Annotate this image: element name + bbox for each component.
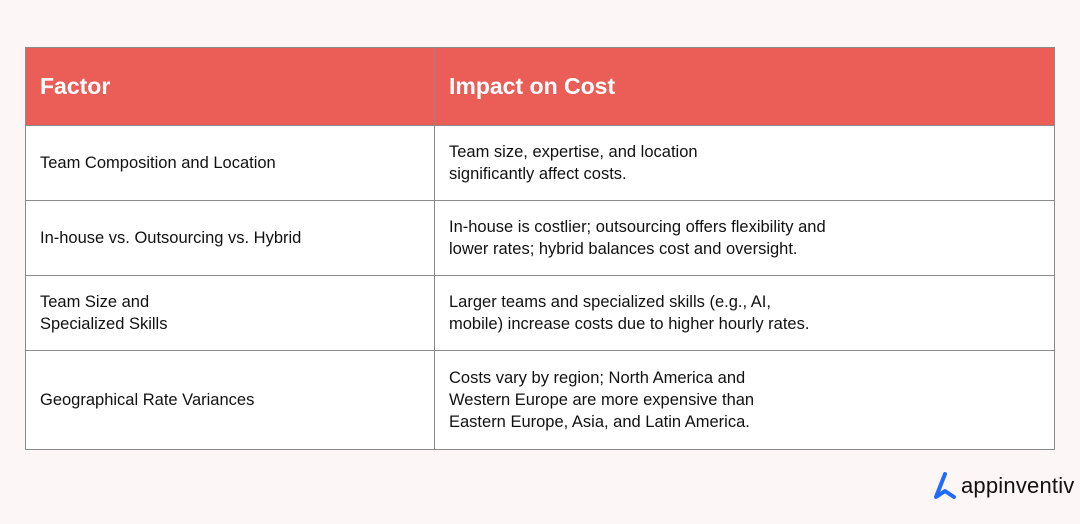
factor-cell: Geographical Rate Variances xyxy=(25,350,435,450)
impact-cell: Team size, expertise, and location signi… xyxy=(434,125,1055,201)
factor-cell: In-house vs. Outsourcing vs. Hybrid xyxy=(25,200,435,276)
table-row: Team Size and Specialized Skills Larger … xyxy=(25,275,1055,351)
table-row: Geographical Rate Variances Costs vary b… xyxy=(25,350,1055,450)
impact-cell: Costs vary by region; North America and … xyxy=(434,350,1055,450)
logo-text: appinventiv xyxy=(961,473,1075,498)
table-header-row: Factor Impact on Cost xyxy=(25,47,1055,126)
impact-cell: Larger teams and specialized skills (e.g… xyxy=(434,275,1055,351)
table-row: In-house vs. Outsourcing vs. Hybrid In-h… xyxy=(25,200,1055,276)
factor-cell: Team Composition and Location xyxy=(25,125,435,201)
header-impact: Impact on Cost xyxy=(434,47,1055,126)
appinventiv-a-logo-icon xyxy=(934,472,956,499)
header-factor: Factor xyxy=(25,47,435,126)
appinventiv-logo: appinventiv xyxy=(933,472,1075,500)
factor-cell: Team Size and Specialized Skills xyxy=(25,275,435,351)
impact-cell: In-house is costlier; outsourcing offers… xyxy=(434,200,1055,276)
cost-factors-table: Factor Impact on Cost Team Composition a… xyxy=(25,47,1055,450)
table-row: Team Composition and Location Team size,… xyxy=(25,125,1055,201)
